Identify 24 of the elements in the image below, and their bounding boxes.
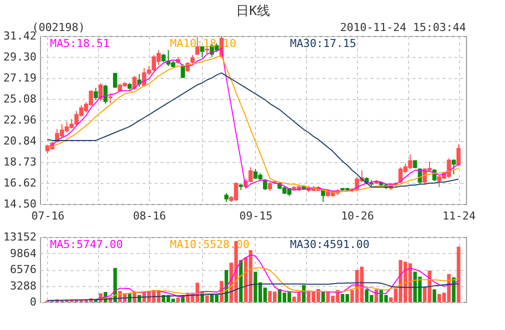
x-tick-label: 10-26 (340, 210, 374, 222)
y-tick-label: 0 (30, 296, 36, 308)
y-tick-label: 6576 (10, 263, 36, 276)
y-tick-label: 9864 (10, 246, 37, 260)
text: 2010-11-24 15:03:44 (340, 21, 466, 34)
y-tick-label: 20.84 (3, 134, 37, 148)
y-tick-label: 14.50 (3, 198, 36, 210)
y-tick-label: 18.73 (3, 156, 36, 168)
chart-title: 日K线 (236, 4, 270, 19)
x-tick-label: 08-16 (132, 210, 166, 222)
y-tick-label: 22.96 (3, 114, 36, 126)
x-tick-label: 07-16 (31, 210, 64, 222)
text: MA30:4591.00 (290, 238, 370, 251)
x-tick-label: 11-24 (442, 210, 476, 222)
y-tick-label: 25.08 (3, 92, 36, 106)
y-tick-label: 3288 (10, 279, 36, 292)
y-tick-label: 13152 (3, 230, 36, 244)
y-tick-label: 16.62 (3, 176, 36, 190)
x-tick-label: 09-15 (239, 210, 272, 222)
text: MA5:5747.00 (50, 238, 123, 251)
y-tick-label: 29.30 (3, 50, 36, 64)
y-tick-label: 27.19 (3, 72, 36, 84)
text: MA30:17.15 (290, 37, 356, 50)
text: MA5:18.51 (50, 37, 110, 50)
